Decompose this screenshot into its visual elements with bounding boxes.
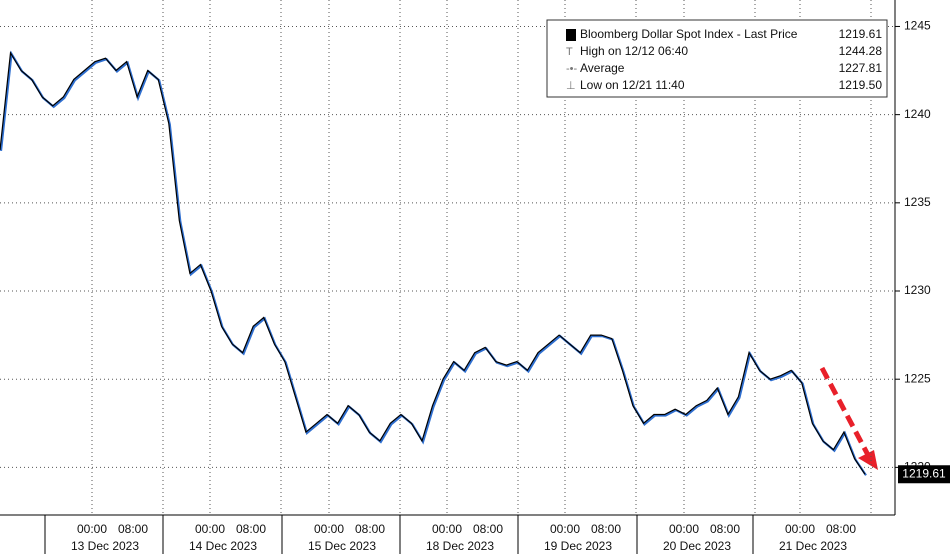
- x-date-label: 21 Dec 2023: [779, 539, 847, 553]
- x-time-label: 00:00: [195, 522, 225, 536]
- legend: Bloomberg Dollar Spot Index - Last Price…: [546, 19, 888, 98]
- y-tick-label: 1240: [904, 107, 931, 121]
- x-time-label: 08:00: [236, 522, 266, 536]
- x-date-label: 20 Dec 2023: [663, 539, 731, 553]
- price-line: [0, 51, 866, 475]
- x-time-label: 08:00: [710, 522, 740, 536]
- x-time-label: 00:00: [669, 522, 699, 536]
- legend-icon: T: [566, 46, 573, 58]
- arrow-shaft: [819, 366, 871, 457]
- legend-icon: -•-: [566, 63, 578, 75]
- x-date-label: 19 Dec 2023: [544, 539, 612, 553]
- y-tick-label: 1235: [904, 195, 931, 209]
- y-tick-label: 1225: [904, 371, 931, 385]
- legend-label: Bloomberg Dollar Spot Index - Last Price: [580, 27, 798, 41]
- x-date-label: 18 Dec 2023: [426, 539, 494, 553]
- y-tick-label: 1230: [904, 283, 931, 297]
- x-time-label: 00:00: [785, 522, 815, 536]
- legend-value: 1227.81: [839, 61, 883, 75]
- x-time-label: 08:00: [118, 522, 148, 536]
- x-time-label: 00:00: [550, 522, 580, 536]
- legend-value: 1219.61: [839, 27, 883, 41]
- x-time-label: 08:00: [355, 522, 385, 536]
- x-date-label: 15 Dec 2023: [308, 539, 376, 553]
- trend-arrow: [819, 366, 878, 470]
- legend-label: High on 12/12 06:40: [580, 44, 688, 58]
- x-time-label: 00:00: [77, 522, 107, 536]
- legend-label: Low on 12/21 11:40: [580, 78, 685, 92]
- x-date-label: 14 Dec 2023: [189, 539, 257, 553]
- x-date-label: 13 Dec 2023: [71, 539, 139, 553]
- x-time-label: 00:00: [432, 522, 462, 536]
- legend-label: Average: [580, 61, 625, 75]
- legend-swatch: [566, 29, 576, 41]
- legend-value: 1219.50: [839, 78, 883, 92]
- last-price-label: 1219.61: [902, 466, 946, 480]
- x-time-label: 08:00: [473, 522, 503, 536]
- legend-value: 1244.28: [839, 44, 883, 58]
- x-time-label: 00:00: [314, 522, 344, 536]
- legend-box: [546, 19, 888, 98]
- x-time-label: 08:00: [826, 522, 856, 536]
- last-price-tag: [898, 465, 950, 484]
- x-time-label: 08:00: [591, 522, 621, 536]
- arrow-head: [858, 450, 878, 470]
- legend-icon: ⊥: [566, 80, 576, 92]
- y-tick-label: 1245: [904, 19, 931, 33]
